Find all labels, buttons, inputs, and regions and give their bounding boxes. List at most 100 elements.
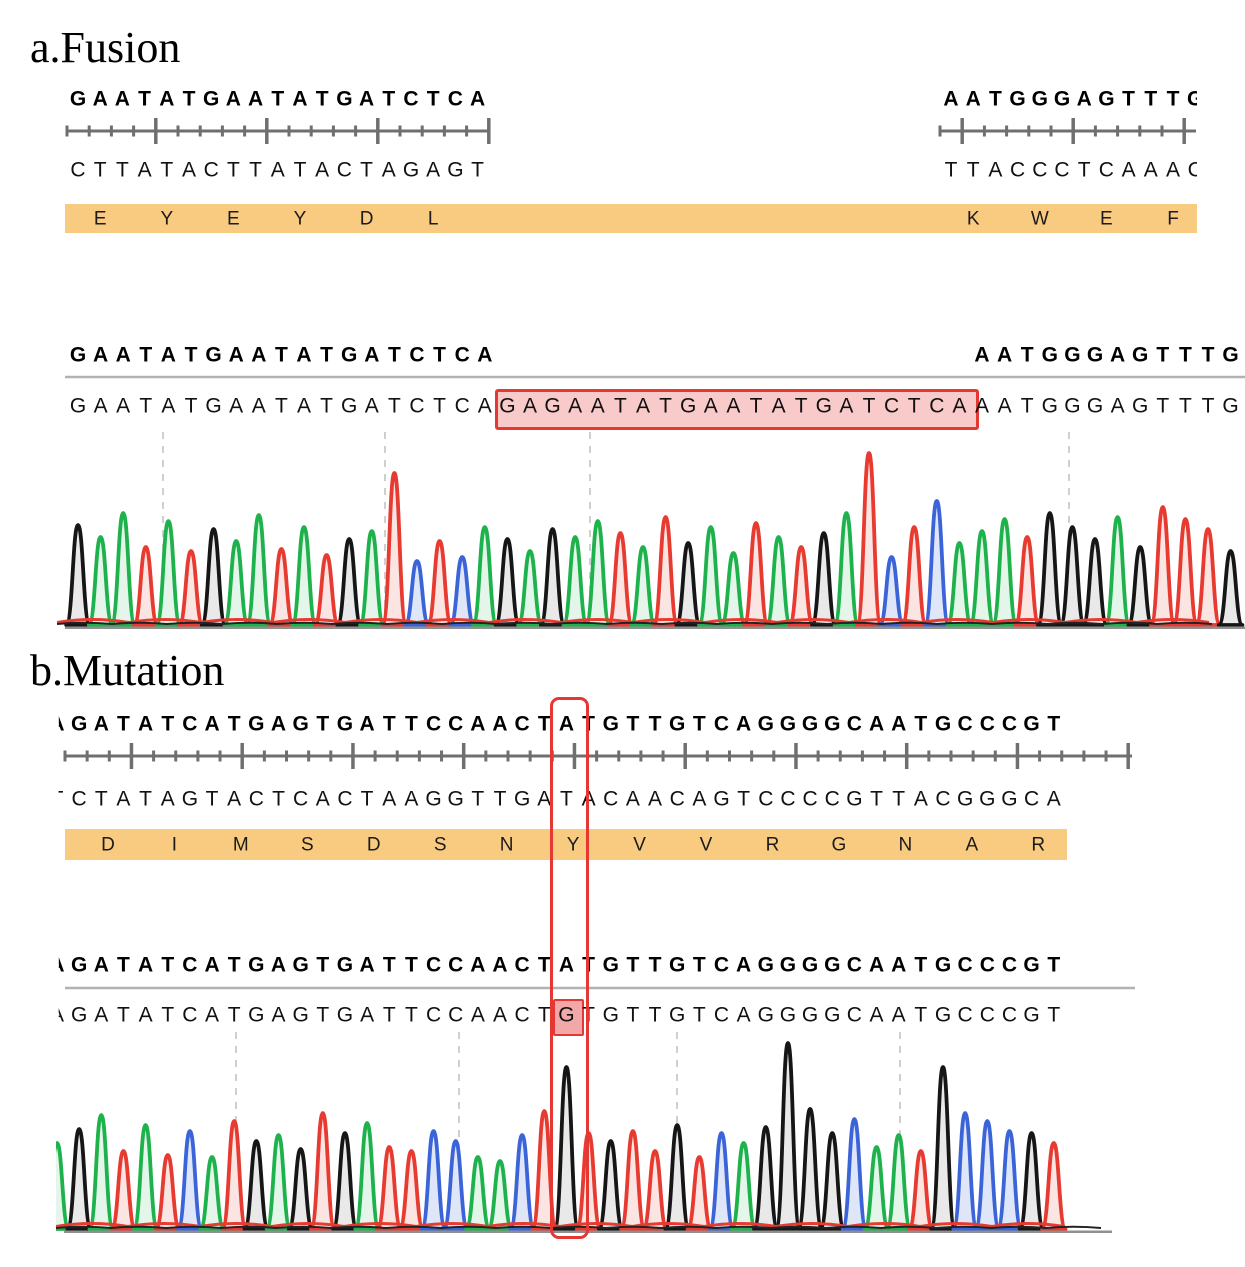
trace-peak-T	[380, 471, 409, 627]
base-letter: T	[1122, 87, 1136, 111]
chromatogram-a	[57, 432, 1245, 627]
base-letter: T	[1166, 87, 1180, 111]
trace-peak-A	[464, 1155, 492, 1231]
trace-peak-G	[335, 537, 363, 627]
trace-peak-G	[552, 1065, 581, 1231]
base-letter: G	[1009, 87, 1026, 111]
trace-peak-A	[131, 1123, 160, 1231]
trace-peak-G	[64, 523, 92, 627]
trace-peak-G	[818, 1131, 846, 1231]
base-letter: T	[1077, 158, 1091, 182]
panel-a-title: a.Fusion	[30, 23, 181, 72]
trace-peak-G	[1058, 525, 1087, 627]
base-letter: C	[1010, 158, 1026, 182]
trace-peak-G	[752, 1125, 780, 1231]
trace-peak-C	[448, 555, 476, 627]
trace-peak-T	[1194, 527, 1222, 627]
base-letter: T	[988, 87, 1002, 111]
amino-band-a	[65, 204, 1197, 233]
mutation-column-highlight-box	[549, 697, 589, 1239]
base-letter: G	[1187, 87, 1197, 111]
trace-peak-A	[245, 513, 273, 627]
trace-peak-T	[742, 521, 770, 627]
trace-peak-G	[796, 1107, 824, 1231]
ruler-a-left	[65, 118, 491, 144]
trace-peak-C	[419, 1129, 448, 1231]
trace-peak-T	[375, 1145, 403, 1231]
trace-peak-T	[425, 539, 454, 627]
base-letter: C	[1098, 158, 1114, 182]
trace-peak-A	[290, 525, 318, 627]
trace-peak-A	[486, 1159, 514, 1231]
trace-peak-A	[885, 1133, 913, 1231]
trace-peak-T	[309, 1111, 337, 1231]
base-letter: A	[1121, 158, 1136, 182]
trace-peak-T	[619, 1129, 647, 1231]
trace-peak-T	[177, 549, 205, 627]
trace-peak-G	[674, 541, 702, 627]
trace-peak-T	[220, 1119, 248, 1231]
trace-peak-A	[471, 525, 499, 627]
trace-peak-G	[1017, 1131, 1046, 1231]
base-letter: G	[1098, 87, 1115, 111]
trace-peak-T	[606, 531, 635, 627]
chromatogram-b	[56, 1032, 1102, 1231]
trace-peak-T	[267, 547, 296, 627]
base-letter: A	[943, 87, 959, 111]
trace-peak-C	[707, 1131, 736, 1231]
trace-peak-A	[697, 525, 725, 627]
trace-peak-T	[651, 515, 680, 627]
trace-peak-G	[1216, 549, 1245, 627]
trace-peak-A	[584, 519, 612, 627]
trace-peak-G	[493, 537, 522, 627]
mutated-base-highlight	[552, 999, 584, 1036]
trace-peak-A	[862, 1145, 891, 1231]
base-letter: T	[1144, 87, 1158, 111]
trace-peak-C	[951, 1111, 979, 1231]
trace-peak-G	[1036, 511, 1064, 627]
trace-peak-T	[1149, 505, 1177, 627]
trace-peak-A	[154, 519, 183, 627]
trace-peak-A	[729, 1141, 758, 1231]
baseline-bar	[65, 626, 1245, 629]
trace-peak-A	[561, 535, 589, 627]
trace-peak-T	[641, 1149, 669, 1231]
base-letter: A	[965, 87, 981, 111]
trace-peak-G	[331, 1131, 359, 1231]
trace-peak-A	[1103, 515, 1132, 627]
trace-peak-T	[1171, 517, 1200, 627]
trace-peak-T	[109, 1149, 138, 1231]
trace-peak-G	[242, 1139, 271, 1231]
trace-peak-C	[403, 559, 431, 627]
trace-peak-A	[358, 529, 386, 627]
base-letter: T	[944, 158, 958, 182]
trace-peak-T	[132, 545, 160, 627]
baseline-black-trace	[57, 621, 1213, 626]
trace-peak-C	[923, 499, 951, 627]
trace-peak-A	[56, 1141, 71, 1231]
baseline-black-trace	[56, 1225, 1102, 1230]
panel-b-title: b.Mutation	[30, 646, 225, 695]
trace-peak-G	[1081, 537, 1109, 627]
trace-peak-G	[597, 1139, 625, 1231]
base-letter: A	[1076, 87, 1092, 111]
base-letter: A	[1143, 158, 1158, 182]
trace-peak-A	[516, 549, 544, 627]
trace-peak-C	[508, 1133, 536, 1231]
base-letter: A	[988, 158, 1003, 182]
trace-peak-T	[855, 451, 883, 627]
trace-peak-A	[222, 539, 250, 627]
base-letter: A	[1165, 158, 1181, 182]
trace-peak-C	[176, 1129, 204, 1231]
trace-peak-A	[198, 1155, 226, 1231]
trace-peak-G	[1126, 545, 1154, 627]
trace-peak-G	[65, 1127, 93, 1231]
trace-peak-A	[832, 511, 861, 627]
trace-peak-T	[907, 1149, 935, 1231]
base-letter: C	[1032, 158, 1048, 182]
trace-peak-C	[442, 1139, 470, 1231]
trace-peak-A	[990, 517, 1019, 627]
trace-peak-G	[774, 1041, 802, 1231]
